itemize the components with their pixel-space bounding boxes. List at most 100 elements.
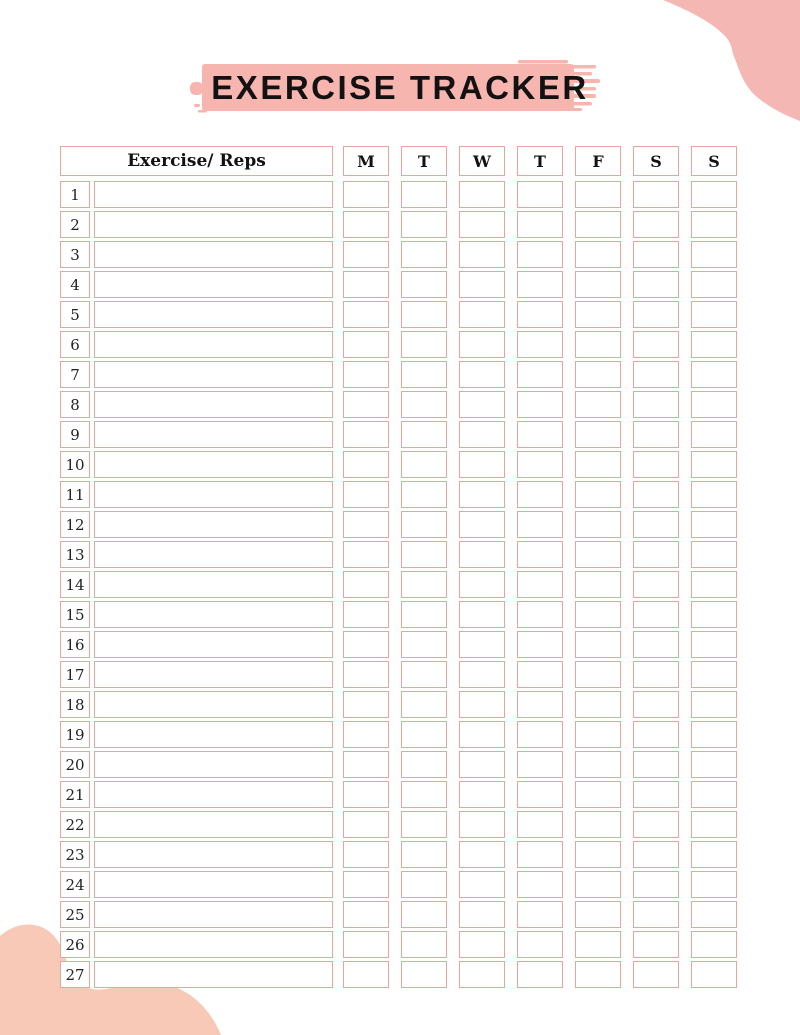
day-checkbox-cell[interactable] [343,271,389,298]
exercise-input-cell[interactable] [94,841,333,868]
day-checkbox-cell[interactable] [633,361,679,388]
day-checkbox-cell[interactable] [691,871,737,898]
day-checkbox-cell[interactable] [401,961,447,988]
day-checkbox-cell[interactable] [633,391,679,418]
exercise-input-cell[interactable] [94,451,333,478]
day-checkbox-cell[interactable] [343,751,389,778]
day-checkbox-cell[interactable] [517,481,563,508]
day-checkbox-cell[interactable] [401,391,447,418]
day-checkbox-cell[interactable] [517,421,563,448]
day-checkbox-cell[interactable] [691,571,737,598]
day-checkbox-cell[interactable] [401,271,447,298]
day-checkbox-cell[interactable] [459,361,505,388]
day-checkbox-cell[interactable] [517,451,563,478]
day-checkbox-cell[interactable] [459,211,505,238]
day-checkbox-cell[interactable] [343,931,389,958]
day-checkbox-cell[interactable] [343,511,389,538]
exercise-input-cell[interactable] [94,691,333,718]
day-checkbox-cell[interactable] [633,571,679,598]
day-checkbox-cell[interactable] [691,361,737,388]
day-checkbox-cell[interactable] [343,361,389,388]
day-checkbox-cell[interactable] [633,811,679,838]
exercise-input-cell[interactable] [94,331,333,358]
day-checkbox-cell[interactable] [343,601,389,628]
day-checkbox-cell[interactable] [691,751,737,778]
day-checkbox-cell[interactable] [691,241,737,268]
day-checkbox-cell[interactable] [517,361,563,388]
day-checkbox-cell[interactable] [459,391,505,418]
day-checkbox-cell[interactable] [459,421,505,448]
day-checkbox-cell[interactable] [401,661,447,688]
exercise-input-cell[interactable] [94,751,333,778]
day-checkbox-cell[interactable] [459,541,505,568]
day-checkbox-cell[interactable] [691,541,737,568]
day-checkbox-cell[interactable] [691,451,737,478]
day-checkbox-cell[interactable] [691,901,737,928]
day-checkbox-cell[interactable] [343,181,389,208]
day-checkbox-cell[interactable] [575,301,621,328]
day-checkbox-cell[interactable] [575,451,621,478]
day-checkbox-cell[interactable] [517,661,563,688]
day-checkbox-cell[interactable] [575,661,621,688]
day-checkbox-cell[interactable] [691,811,737,838]
day-checkbox-cell[interactable] [575,511,621,538]
day-checkbox-cell[interactable] [575,631,621,658]
exercise-input-cell[interactable] [94,181,333,208]
day-checkbox-cell[interactable] [517,691,563,718]
day-checkbox-cell[interactable] [401,601,447,628]
day-checkbox-cell[interactable] [691,661,737,688]
exercise-input-cell[interactable] [94,391,333,418]
day-checkbox-cell[interactable] [691,181,737,208]
day-checkbox-cell[interactable] [459,751,505,778]
day-checkbox-cell[interactable] [459,721,505,748]
day-checkbox-cell[interactable] [575,361,621,388]
day-checkbox-cell[interactable] [343,211,389,238]
day-checkbox-cell[interactable] [401,541,447,568]
day-checkbox-cell[interactable] [517,871,563,898]
day-checkbox-cell[interactable] [633,721,679,748]
exercise-input-cell[interactable] [94,511,333,538]
day-checkbox-cell[interactable] [575,391,621,418]
exercise-input-cell[interactable] [94,871,333,898]
day-checkbox-cell[interactable] [575,181,621,208]
day-checkbox-cell[interactable] [343,331,389,358]
exercise-input-cell[interactable] [94,721,333,748]
day-checkbox-cell[interactable] [691,481,737,508]
day-checkbox-cell[interactable] [633,331,679,358]
day-checkbox-cell[interactable] [343,871,389,898]
day-checkbox-cell[interactable] [575,331,621,358]
day-checkbox-cell[interactable] [343,721,389,748]
day-checkbox-cell[interactable] [343,391,389,418]
exercise-input-cell[interactable] [94,541,333,568]
day-checkbox-cell[interactable] [517,571,563,598]
exercise-input-cell[interactable] [94,661,333,688]
day-checkbox-cell[interactable] [691,211,737,238]
day-checkbox-cell[interactable] [575,721,621,748]
day-checkbox-cell[interactable] [517,811,563,838]
day-checkbox-cell[interactable] [459,661,505,688]
day-checkbox-cell[interactable] [633,421,679,448]
day-checkbox-cell[interactable] [691,841,737,868]
day-checkbox-cell[interactable] [691,721,737,748]
day-checkbox-cell[interactable] [517,241,563,268]
day-checkbox-cell[interactable] [575,811,621,838]
exercise-input-cell[interactable] [94,241,333,268]
day-checkbox-cell[interactable] [401,331,447,358]
day-checkbox-cell[interactable] [401,301,447,328]
day-checkbox-cell[interactable] [459,301,505,328]
day-checkbox-cell[interactable] [401,241,447,268]
day-checkbox-cell[interactable] [343,631,389,658]
day-checkbox-cell[interactable] [401,781,447,808]
exercise-input-cell[interactable] [94,961,333,988]
day-checkbox-cell[interactable] [691,961,737,988]
day-checkbox-cell[interactable] [633,631,679,658]
day-checkbox-cell[interactable] [459,181,505,208]
day-checkbox-cell[interactable] [691,331,737,358]
day-checkbox-cell[interactable] [343,481,389,508]
day-checkbox-cell[interactable] [459,901,505,928]
day-checkbox-cell[interactable] [459,511,505,538]
day-checkbox-cell[interactable] [459,781,505,808]
day-checkbox-cell[interactable] [575,601,621,628]
day-checkbox-cell[interactable] [343,301,389,328]
day-checkbox-cell[interactable] [633,961,679,988]
